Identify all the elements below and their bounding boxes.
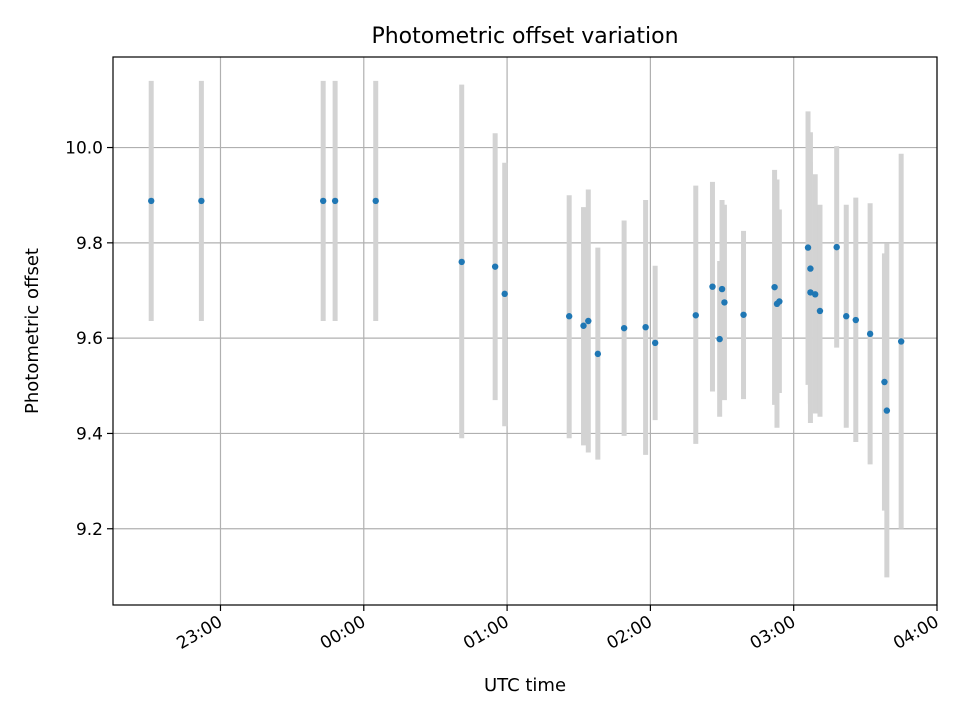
data-point bbox=[372, 197, 379, 205]
data-point bbox=[718, 285, 726, 293]
x-tick-label: 23:00 bbox=[174, 612, 226, 654]
x-tick-label: 01:00 bbox=[460, 612, 512, 654]
y-axis-label: Photometric offset bbox=[22, 248, 43, 414]
data-point bbox=[491, 263, 499, 270]
data-point bbox=[651, 339, 659, 347]
data-point bbox=[816, 307, 824, 315]
data-point bbox=[585, 317, 592, 325]
data-point bbox=[807, 265, 814, 272]
data-point bbox=[319, 197, 327, 205]
data-point bbox=[804, 244, 812, 251]
data-points bbox=[148, 197, 905, 414]
data-point bbox=[642, 323, 649, 331]
data-point bbox=[594, 350, 602, 358]
data-point bbox=[458, 258, 465, 266]
x-tick-label: 04:00 bbox=[890, 612, 942, 654]
x-axis-ticks: 23:00 00:00 01:00 02:00 03:00 04:00 bbox=[174, 605, 943, 654]
data-point bbox=[565, 313, 573, 320]
y-tick-label: 9.2 bbox=[76, 520, 103, 540]
y-tick-label: 10.0 bbox=[65, 139, 103, 159]
plot-frame bbox=[112, 56, 938, 606]
x-tick-label: 03:00 bbox=[747, 612, 799, 654]
data-point bbox=[843, 313, 850, 320]
plot-background bbox=[113, 57, 937, 605]
data-point bbox=[580, 322, 587, 329]
data-point bbox=[811, 291, 819, 298]
data-point bbox=[148, 197, 155, 205]
data-point bbox=[833, 243, 840, 251]
x-tick-label: 02:00 bbox=[603, 612, 655, 654]
data-point bbox=[716, 335, 723, 343]
y-tick-label: 9.6 bbox=[76, 329, 103, 349]
data-point bbox=[881, 378, 888, 386]
data-point bbox=[331, 197, 339, 205]
data-point bbox=[709, 283, 716, 290]
y-tick-label: 9.8 bbox=[76, 234, 103, 254]
data-point bbox=[721, 299, 728, 306]
y-axis-ticks: 9.2 9.4 9.6 9.8 10.0 bbox=[65, 139, 113, 540]
data-point bbox=[866, 330, 874, 338]
chart-title: Photometric offset variation bbox=[371, 24, 678, 49]
data-point bbox=[198, 197, 205, 205]
data-point bbox=[740, 311, 747, 318]
data-point bbox=[620, 324, 628, 332]
data-point bbox=[852, 316, 859, 324]
data-point bbox=[771, 283, 778, 291]
y-tick-label: 9.4 bbox=[76, 424, 103, 444]
data-point bbox=[692, 312, 699, 319]
data-point bbox=[776, 298, 783, 305]
data-point bbox=[501, 290, 508, 298]
x-tick-label: 00:00 bbox=[317, 612, 369, 654]
data-point bbox=[883, 407, 891, 414]
data-point bbox=[897, 338, 905, 345]
x-axis-label: UTC time bbox=[484, 675, 566, 696]
